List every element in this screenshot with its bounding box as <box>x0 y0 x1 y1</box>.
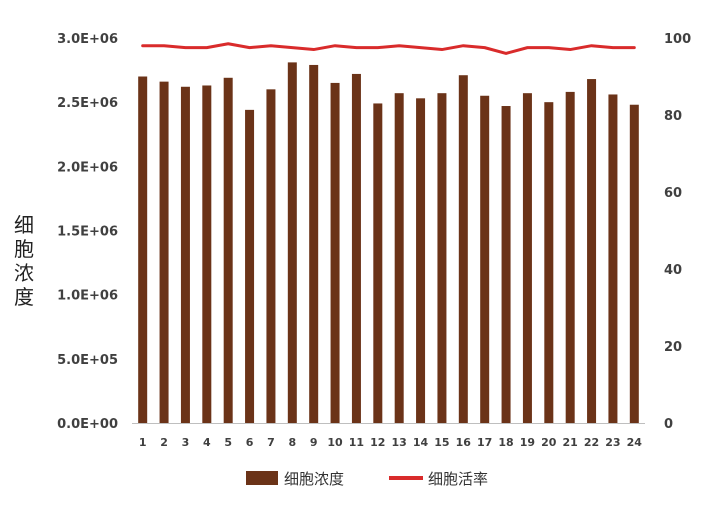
y-axis-label-char: 细 <box>14 213 34 237</box>
bar <box>522 93 532 423</box>
x-tick-label: 1 <box>139 436 147 449</box>
bar <box>223 77 233 424</box>
x-tick-label: 5 <box>224 436 232 449</box>
x-tick-label: 7 <box>267 436 275 449</box>
x-tick-label: 24 <box>627 436 643 449</box>
bar <box>180 86 190 424</box>
legend-line-label: 细胞活率 <box>428 470 488 488</box>
y-left-tick-label: 0.0E+00 <box>57 417 118 432</box>
y-axis-left-ticks: 0.0E+00 5.0E+05 1.0E+06 1.5E+06 2.0E+06 2.5E+… <box>57 32 118 432</box>
x-tick-label: 9 <box>310 436 318 449</box>
y-right-tick-label: 100 <box>664 32 691 47</box>
x-tick-label: 19 <box>520 436 535 449</box>
bar <box>330 82 340 424</box>
y-left-tick-label: 1.5E+06 <box>57 225 118 240</box>
x-tick-label: 18 <box>498 436 513 449</box>
y-right-tick-label: 20 <box>664 340 682 355</box>
x-tick-label: 11 <box>349 436 364 449</box>
x-tick-label: 12 <box>370 436 385 449</box>
y-axis-label-char: 胞 <box>14 237 34 261</box>
bar <box>394 93 404 423</box>
bar <box>245 109 255 423</box>
bar-series <box>138 62 639 424</box>
y-axis-right-ticks: 0 20 40 60 80 100 <box>664 32 691 432</box>
x-tick-label: 20 <box>541 436 557 449</box>
y-axis-label: 细胞浓度 <box>14 213 34 309</box>
bar <box>629 104 639 423</box>
x-tick-label: 13 <box>392 436 407 449</box>
bar <box>458 75 468 423</box>
y-right-tick-label: 60 <box>664 186 682 201</box>
bar <box>416 98 426 424</box>
x-tick-label: 10 <box>327 436 343 449</box>
bar <box>480 95 490 423</box>
x-tick-label: 23 <box>605 436 620 449</box>
y-left-tick-label: 5.0E+05 <box>57 353 118 368</box>
bar <box>309 64 319 423</box>
x-tick-label: 3 <box>182 436 190 449</box>
x-axis-ticks: 1 2 3 4 5 6 7 8 9 10 11 12 13 14 15 16 17 18 19 20 21 22 23 24 <box>139 436 642 449</box>
x-tick-label: 15 <box>434 436 449 449</box>
bar <box>544 102 554 424</box>
y-left-tick-label: 2.5E+06 <box>57 96 118 111</box>
y-left-tick-label: 2.0E+06 <box>57 160 118 175</box>
bar <box>373 103 383 423</box>
y-right-tick-label: 0 <box>664 417 673 432</box>
x-tick-label: 22 <box>584 436 599 449</box>
x-tick-label: 6 <box>246 436 254 449</box>
bar <box>608 94 618 423</box>
line-series <box>141 42 636 55</box>
bar <box>287 62 297 424</box>
y-right-tick-label: 40 <box>664 263 682 278</box>
legend: 细胞浓度 细胞活率 <box>246 470 488 488</box>
x-tick-label: 21 <box>563 436 578 449</box>
bar <box>138 76 148 423</box>
x-tick-label: 17 <box>477 436 492 449</box>
y-left-tick-label: 1.0E+06 <box>57 289 118 304</box>
y-axis-label-char: 度 <box>14 285 34 309</box>
y-right-tick-label: 80 <box>664 109 682 124</box>
y-left-tick-label: 3.0E+06 <box>57 32 118 47</box>
legend-bar-label: 细胞浓度 <box>284 470 344 488</box>
bar <box>202 85 212 423</box>
bar <box>501 106 511 424</box>
y-axis-label-char: 浓 <box>14 261 34 285</box>
bar <box>587 79 597 424</box>
bar <box>565 91 575 424</box>
x-tick-label: 4 <box>203 436 211 449</box>
x-tick-label: 2 <box>160 436 168 449</box>
x-tick-label: 8 <box>288 436 296 449</box>
x-tick-label: 16 <box>456 436 472 449</box>
bar <box>437 93 447 423</box>
legend-bar-swatch <box>246 471 278 485</box>
bar <box>159 81 169 423</box>
x-tick-label: 14 <box>413 436 429 449</box>
bar <box>351 73 361 423</box>
bar <box>266 89 276 423</box>
